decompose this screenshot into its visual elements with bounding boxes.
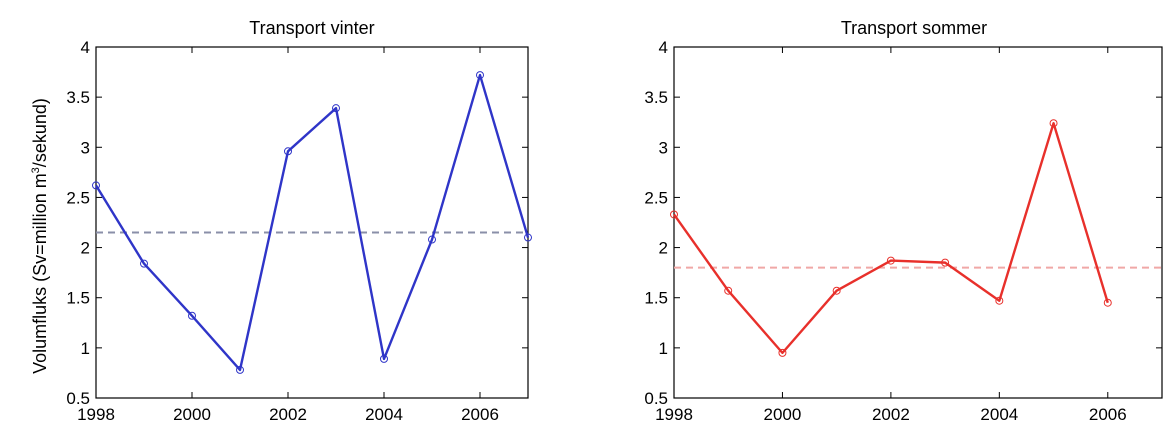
y-tick-label: 1.5 (66, 289, 90, 308)
y-tick-label: 3 (659, 138, 668, 157)
data-point-marker (778, 348, 787, 357)
panel-transport-sommer: Transport sommer 0.5 1 1.5 2 2.5 3 3.5 4 1998 200… (644, 18, 1163, 424)
data-point-marker (524, 233, 532, 242)
x-tick-label: 2000 (173, 405, 211, 424)
y-axis-label-suffix: /sekund) (30, 98, 50, 167)
y-tick-label: 1 (659, 339, 668, 358)
chart-title-vinter: Transport vinter (249, 18, 374, 38)
y-tick-label: 2.5 (66, 188, 90, 207)
data-point-marker (1103, 298, 1112, 307)
data-point-marker (428, 235, 436, 244)
y-tick-label: 0.5 (66, 389, 90, 408)
data-point-marker (832, 286, 841, 295)
y-tick-label: 3.5 (66, 88, 90, 107)
x-tick-label: 2004 (980, 405, 1018, 424)
data-point-marker (284, 147, 292, 156)
data-point-marker (380, 354, 388, 363)
data-point-marker (476, 71, 484, 80)
y-tick-label: 3 (81, 138, 90, 157)
y-tick-label: 2 (659, 239, 668, 258)
y-tick-label: 4 (659, 38, 668, 57)
data-point-marker (670, 210, 678, 219)
panel-transport-vinter: Transport vinter 0.5 1 1.5 2 2.5 3 3.5 4 1998 200… (66, 18, 532, 424)
series-line (673, 122, 1109, 355)
data-point-marker (332, 104, 340, 113)
x-tick-label: 2002 (872, 405, 910, 424)
data-point-marker (941, 258, 950, 267)
y-tick-label: 2.5 (644, 188, 668, 207)
y-tick-label: 4 (81, 38, 90, 57)
data-point-marker (188, 311, 196, 320)
y-tick-label: 1.5 (644, 289, 668, 308)
chart-title-sommer: Transport sommer (841, 18, 987, 38)
y-axis-label-prefix: Volumfluks (Sv=million m (30, 173, 50, 374)
data-point-marker (236, 365, 244, 374)
data-point-marker (140, 259, 148, 268)
data-point-marker (886, 256, 895, 265)
data-point-marker (92, 181, 100, 190)
plot-frame (95, 46, 529, 399)
data-point-marker (995, 296, 1004, 305)
y-tick-label: 0.5 (644, 389, 668, 408)
y-tick-label: 1 (81, 339, 90, 358)
data-point-marker (1049, 119, 1058, 128)
x-tick-label: 2004 (365, 405, 403, 424)
x-tick-label: 2000 (764, 405, 802, 424)
x-tick-label: 2006 (461, 405, 499, 424)
x-tick-label: 1998 (655, 405, 693, 424)
y-tick-label: 3.5 (644, 88, 668, 107)
data-point-marker (724, 286, 733, 295)
x-tick-label: 2002 (269, 405, 307, 424)
y-axis-label: Volumfluks (Sv=million m3/sekund) (30, 98, 50, 374)
x-tick-label: 1998 (77, 405, 115, 424)
plot-frame (673, 46, 1163, 399)
y-axis-label-superscript: 3 (30, 167, 42, 173)
y-tick-label: 2 (81, 239, 90, 258)
series-line (94, 73, 530, 372)
x-tick-label: 2006 (1089, 405, 1127, 424)
